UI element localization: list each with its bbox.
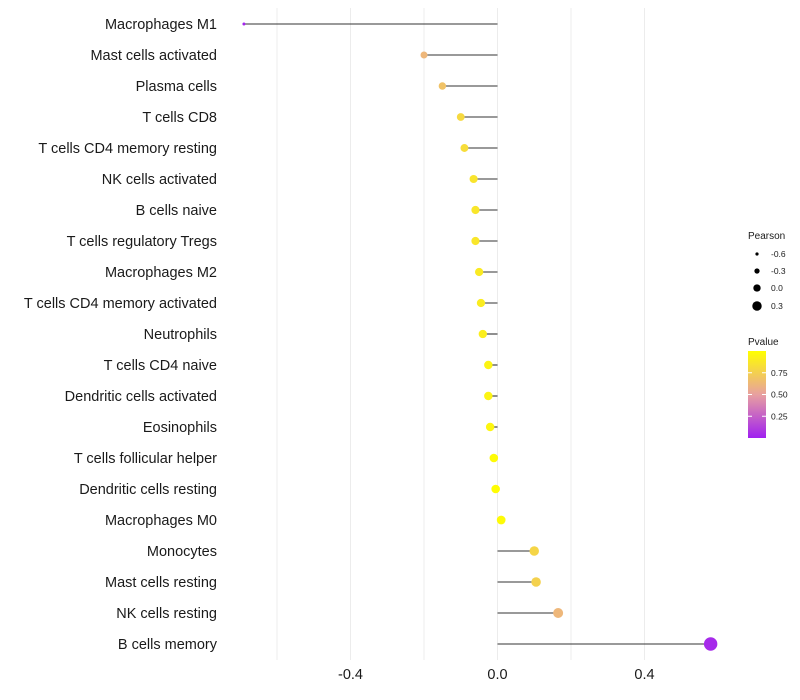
size-legend-label: -0.6: [771, 249, 786, 259]
category-label: T cells CD4 memory resting: [38, 141, 217, 157]
category-label: T cells regulatory Tregs: [67, 234, 217, 250]
lollipop-point: [529, 546, 539, 556]
size-legend-dot: [755, 252, 759, 256]
lollipop-point: [553, 608, 564, 618]
lollipop-point: [491, 484, 500, 494]
category-label: Macrophages M0: [105, 513, 217, 529]
size-legend-dot: [752, 301, 762, 311]
x-tick-label: -0.4: [338, 667, 363, 683]
lollipop-point: [438, 82, 447, 90]
category-label: Dendritic cells resting: [79, 482, 217, 498]
pvalue-colorbar: [748, 351, 766, 438]
category-label: Macrophages M2: [105, 265, 217, 281]
category-label: NK cells resting: [116, 606, 217, 622]
lollipop-point: [469, 174, 478, 184]
lollipop-point: [489, 453, 499, 463]
color-legend-label: 0.25: [771, 411, 788, 421]
point-layer: [242, 22, 718, 651]
category-label: T cells CD8: [142, 110, 217, 126]
lollipop-point: [485, 422, 495, 432]
lollipop-point: [242, 22, 246, 26]
lollipop-point: [703, 637, 718, 651]
category-label: Plasma cells: [136, 79, 217, 95]
x-tick-label: 0.0: [487, 667, 507, 683]
category-label: Dendritic cells activated: [65, 389, 217, 405]
category-label: T cells follicular helper: [74, 451, 217, 467]
category-label: Eosinophils: [143, 420, 217, 436]
size-legend-label: -0.3: [771, 266, 786, 276]
x-tick-label: 0.4: [634, 667, 654, 683]
category-label: B cells naive: [136, 203, 217, 219]
lollipop-point: [478, 329, 487, 339]
x-axis-ticks: -0.4 0.0 0.4: [338, 667, 655, 683]
category-labels: Macrophages M1 Mast cells activated Plasma…: [24, 17, 218, 653]
category-label: Mast cells activated: [90, 48, 217, 64]
lollipop-point: [476, 298, 486, 308]
category-label: Macrophages M1: [105, 17, 217, 33]
category-label: T cells CD4 memory activated: [24, 296, 217, 312]
lollipop-point: [531, 577, 541, 587]
lollipop-point: [456, 113, 465, 121]
color-legend-label: 0.50: [771, 390, 788, 400]
lollipop-point: [484, 391, 493, 401]
lollipop-point: [420, 51, 428, 59]
size-legend-label: 0.0: [771, 283, 783, 293]
lollipop-point: [460, 144, 469, 152]
size-legend-dot: [754, 268, 760, 274]
category-label: T cells CD4 naive: [104, 358, 217, 374]
size-legend-title: Pearson: [748, 231, 785, 242]
category-label: B cells memory: [118, 637, 218, 653]
color-legend-ticks: 0.25 0.50 0.75: [748, 368, 788, 421]
stem-layer: [243, 23, 711, 645]
category-label: Mast cells resting: [105, 575, 217, 591]
lollipop-point: [496, 515, 506, 525]
size-legend-label: 0.3: [771, 301, 783, 311]
category-label: NK cells activated: [102, 172, 217, 188]
color-legend-title: Pvalue: [748, 337, 779, 348]
lollipop-point: [471, 236, 480, 246]
lollipop-point: [471, 205, 480, 215]
size-legend-items: -0.6 -0.3 0.0 0.3: [752, 249, 786, 311]
size-legend-dot: [753, 284, 761, 292]
color-legend-label: 0.75: [771, 368, 788, 378]
legend: Pearson -0.6-0.30.00.3 Pvalue 0.250.500.…: [748, 231, 788, 438]
lollipop-point: [475, 267, 484, 277]
category-label: Monocytes: [147, 544, 217, 560]
lollipop-point: [484, 360, 493, 370]
category-label: Neutrophils: [144, 327, 217, 343]
grid-layer: [276, 8, 645, 660]
